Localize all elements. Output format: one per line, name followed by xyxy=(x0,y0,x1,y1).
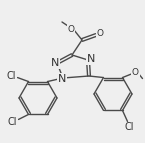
Text: Cl: Cl xyxy=(125,122,134,132)
Text: N: N xyxy=(58,74,66,84)
Text: Cl: Cl xyxy=(7,70,16,81)
Text: N: N xyxy=(87,54,95,64)
Text: O: O xyxy=(97,29,104,38)
Text: O: O xyxy=(132,68,139,77)
Text: Cl: Cl xyxy=(8,117,17,127)
Text: N: N xyxy=(51,58,59,68)
Text: O: O xyxy=(68,24,75,33)
